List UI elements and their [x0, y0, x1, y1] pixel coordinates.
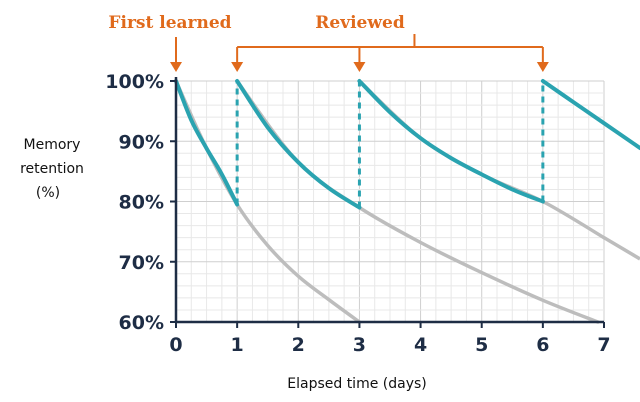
- reviewed-arrow-head: [231, 62, 244, 72]
- chart-axes: [170, 77, 605, 328]
- review-jump-lines: [235, 81, 545, 208]
- annotations: [170, 34, 549, 72]
- x-tick-label: 1: [231, 334, 244, 356]
- teal-retention-segment: [174, 79, 240, 207]
- y-tick-label: 80%: [119, 192, 164, 214]
- x-tick-label: 3: [353, 334, 366, 356]
- y-tick-label: 60%: [119, 312, 164, 334]
- reviewed-arrow-head: [536, 62, 549, 72]
- y-axis-label-line3: (%): [36, 185, 60, 201]
- tick-labels: 60% 70% 80% 90% 100% 0 1 2 3 4 5 6 7: [105, 71, 610, 356]
- x-tick-label: 5: [475, 334, 488, 356]
- y-axis-label-line1: Memory: [24, 137, 81, 153]
- x-tick-label: 4: [414, 334, 427, 356]
- x-tick-label: 2: [292, 334, 305, 356]
- gray-forgetting-curve-extension: [603, 236, 640, 261]
- teal-retention-segment: [540, 79, 640, 150]
- y-tick-label: 70%: [119, 252, 164, 274]
- first-learned-label: First learned: [108, 13, 231, 33]
- teal-retention-curve: [174, 79, 640, 210]
- teal-retention-segment: [235, 79, 362, 210]
- y-tick-label: 100%: [105, 71, 164, 93]
- reviewed-arrow-head: [353, 62, 366, 72]
- y-axis-label-line2: retention: [20, 161, 84, 177]
- x-axis-label: Elapsed time (days): [287, 376, 427, 392]
- y-tick-label: 90%: [119, 131, 164, 153]
- first-learned-arrow-head: [170, 62, 182, 72]
- x-tick-label: 0: [169, 334, 182, 356]
- teal-retention-segment: [357, 79, 545, 204]
- chart-grid: [175, 80, 605, 323]
- reviewed-label: Reviewed: [315, 13, 405, 33]
- x-tick-label: 7: [597, 334, 610, 356]
- x-tick-label: 6: [536, 334, 549, 356]
